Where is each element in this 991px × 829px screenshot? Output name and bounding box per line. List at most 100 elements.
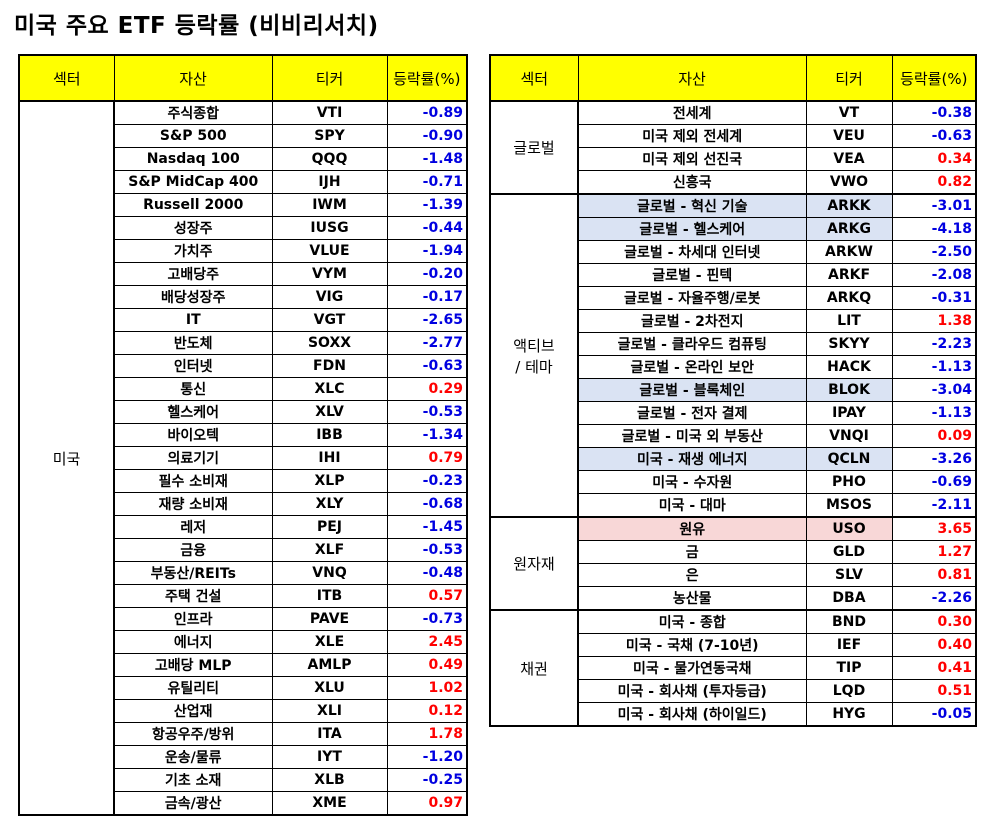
table-row: 글로벌 전세계 VT -0.38 — [489, 100, 977, 195]
asset-cell: 은 — [577, 563, 807, 587]
ticker-cell: VT — [805, 100, 893, 125]
asset-cell: 재량 소비재 — [113, 492, 273, 516]
ticker-cell: VWO — [805, 170, 893, 195]
asset-cell: 미국 - 재생 에너지 — [577, 447, 807, 471]
change-cell: 0.12 — [386, 699, 468, 723]
asset-cell: 부동산/REITs — [113, 561, 273, 585]
asset-cell: 금융 — [113, 538, 273, 562]
header-change: 등락률(%) — [891, 54, 977, 102]
asset-cell: 농산물 — [577, 586, 807, 611]
ticker-cell: XLE — [271, 630, 388, 654]
asset-cell: 글로벌 - 클라우드 컴퓨팅 — [577, 332, 807, 356]
ticker-cell: IYT — [271, 745, 388, 769]
asset-cell: 미국 제외 선진국 — [577, 147, 807, 171]
asset-cell: 인터넷 — [113, 354, 273, 378]
asset-cell: 반도체 — [113, 331, 273, 355]
change-cell: -3.04 — [891, 378, 977, 402]
table-row: 필수 소비재 XLP -0.23 — [19, 469, 468, 493]
asset-cell: 미국 - 회사채 (하이일드) — [577, 702, 807, 727]
change-cell: -1.45 — [386, 515, 468, 539]
change-cell: -0.63 — [386, 354, 468, 378]
table-row: 농산물 DBA -2.26 — [490, 586, 977, 611]
ticker-cell: ARKW — [805, 240, 893, 264]
change-cell: 0.81 — [891, 563, 977, 587]
change-cell: 1.27 — [891, 540, 977, 564]
asset-cell: 성장주 — [113, 216, 273, 240]
change-cell: -3.26 — [891, 447, 977, 471]
header-asset: 자산 — [577, 54, 807, 102]
ticker-cell: MSOS — [805, 493, 893, 518]
asset-cell: 글로벌 - 차세대 인터넷 — [577, 240, 807, 264]
ticker-cell: QCLN — [805, 447, 893, 471]
ticker-cell: ARKK — [805, 193, 893, 218]
table-row: 은 SLV 0.81 — [490, 563, 977, 587]
change-cell: -0.48 — [386, 561, 468, 585]
asset-cell: 의료기기 — [113, 446, 273, 470]
change-cell: -0.53 — [386, 400, 468, 424]
asset-cell: 금속/광산 — [113, 791, 273, 816]
ticker-cell: LQD — [805, 679, 893, 703]
header-ticker: 티커 — [271, 54, 388, 102]
asset-cell: 고배당주 — [113, 262, 273, 286]
change-cell: 1.78 — [386, 722, 468, 746]
asset-cell: 미국 - 국채 (7-10년) — [577, 633, 807, 657]
asset-cell: 레저 — [113, 515, 273, 539]
change-cell: -2.26 — [891, 586, 977, 611]
ticker-cell: IWM — [271, 193, 388, 217]
change-cell: -1.20 — [386, 745, 468, 769]
change-cell: -0.71 — [386, 170, 468, 194]
change-cell: -0.53 — [386, 538, 468, 562]
asset-cell: 기초 소재 — [113, 768, 273, 792]
table-row: 운송/물류 IYT -1.20 — [19, 745, 468, 769]
ticker-cell: XLP — [271, 469, 388, 493]
asset-cell: 운송/물류 — [113, 745, 273, 769]
table-row: 산업재 XLI 0.12 — [19, 699, 468, 723]
ticker-cell: SLV — [805, 563, 893, 587]
asset-cell: 글로벌 - 미국 외 부동산 — [577, 424, 807, 448]
table-row: 성장주 IUSG -0.44 — [19, 216, 468, 240]
change-cell: -0.25 — [386, 768, 468, 792]
ticker-cell: IHI — [271, 446, 388, 470]
table-row: 가치주 VLUE -1.94 — [19, 239, 468, 263]
table-row: 미국 - 대마 MSOS -2.11 — [490, 493, 977, 518]
change-cell: 0.82 — [891, 170, 977, 195]
ticker-cell: USO — [805, 516, 893, 541]
header-change: 등락률(%) — [386, 54, 468, 102]
change-cell: -0.89 — [386, 100, 468, 125]
asset-cell: 미국 - 종합 — [577, 609, 807, 634]
asset-cell: 고배당 MLP — [113, 653, 273, 677]
ticker-cell: AMLP — [271, 653, 388, 677]
ticker-cell: VTI — [271, 100, 388, 125]
change-cell: -1.94 — [386, 239, 468, 263]
table-row: 미국 - 재생 에너지 QCLN -3.26 — [490, 447, 977, 471]
change-cell: 0.49 — [386, 653, 468, 677]
table-row: 미국 주식종합 VTI -0.89 — [18, 100, 468, 816]
change-cell: -2.23 — [891, 332, 977, 356]
ticker-cell: ITA — [271, 722, 388, 746]
ticker-cell: SOXX — [271, 331, 388, 355]
ticker-cell: XLY — [271, 492, 388, 516]
ticker-cell: XLI — [271, 699, 388, 723]
table-row: Russell 2000 IWM -1.39 — [19, 193, 468, 217]
table-row: 항공우주/방위 ITA 1.78 — [19, 722, 468, 746]
asset-cell: 가치주 — [113, 239, 273, 263]
change-cell: 0.29 — [386, 377, 468, 401]
asset-cell: 신흥국 — [577, 170, 807, 195]
change-cell: -0.69 — [891, 470, 977, 494]
change-cell: -3.01 — [891, 193, 977, 218]
ticker-cell: XLU — [271, 676, 388, 700]
asset-cell: 전세계 — [577, 100, 807, 125]
change-cell: -0.63 — [891, 124, 977, 148]
ticker-cell: IBB — [271, 423, 388, 447]
table-row: 배당성장주 VIG -0.17 — [19, 285, 468, 309]
right-etf-table: 섹터 자산 티커 등락률(%) 글로벌 전세계 VT -0.38 미국 제외 전세계 VE… — [489, 54, 977, 727]
ticker-cell: ARKF — [805, 263, 893, 287]
change-cell: 0.09 — [891, 424, 977, 448]
table-row: 고배당주 VYM -0.20 — [19, 262, 468, 286]
change-cell: -0.38 — [891, 100, 977, 125]
table-row: 의료기기 IHI 0.79 — [19, 446, 468, 470]
change-cell: -2.77 — [386, 331, 468, 355]
table-row: 반도체 SOXX -2.77 — [19, 331, 468, 355]
asset-cell: 헬스케어 — [113, 400, 273, 424]
change-cell: 0.57 — [386, 584, 468, 608]
